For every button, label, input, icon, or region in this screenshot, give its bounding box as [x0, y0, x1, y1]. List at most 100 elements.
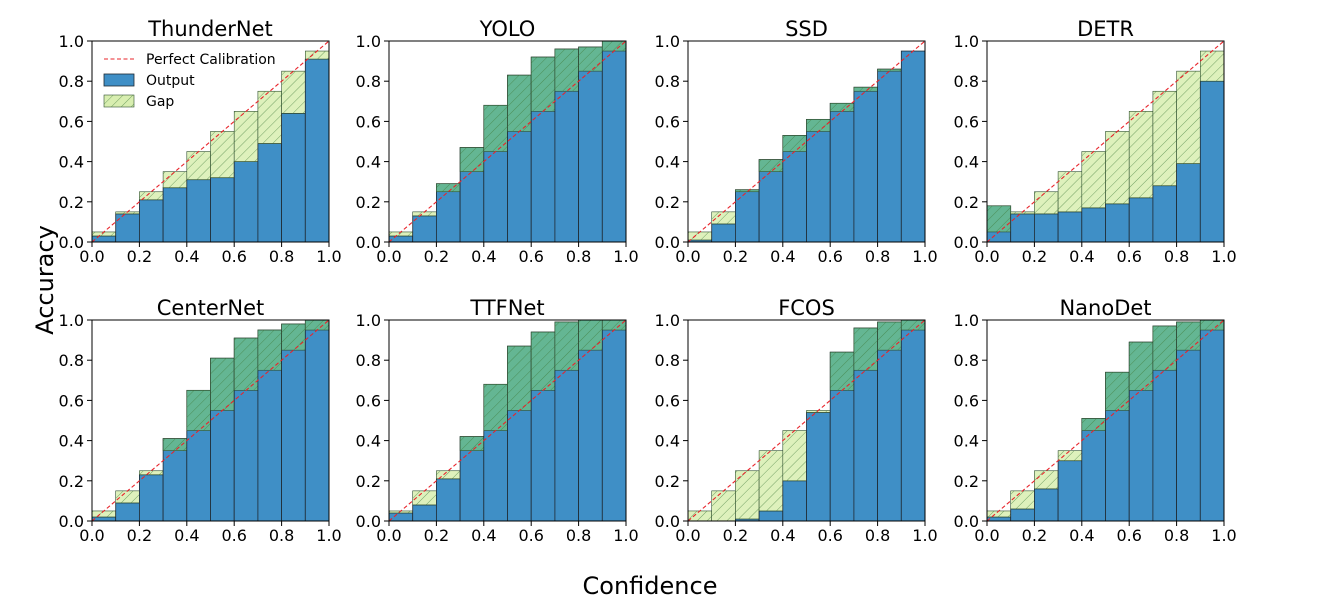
gap-hatch: [1176, 71, 1201, 164]
gap-hatch: [412, 490, 437, 505]
y-tick-label: 0.0: [59, 512, 84, 531]
gap-hatch: [436, 470, 461, 479]
y-tick-label: 0.0: [59, 233, 84, 252]
output-bar: [233, 161, 259, 243]
gap-hatch: [782, 430, 807, 481]
y-tick-label: 0.2: [954, 193, 979, 212]
output-bar: [1081, 207, 1106, 243]
x-tick-label: 0.4: [770, 247, 795, 266]
gap-hatch: [688, 231, 712, 240]
subplot-nanodet: NanoDet 0.0 0.2 0.4 0.6 0.8 1.0 0.0 0.2 0.4 0.6 0.8…: [954, 296, 1237, 545]
y-tick-label: 1.0: [655, 32, 680, 51]
subplot-title: ThunderNet: [147, 17, 273, 41]
output-bar: [186, 179, 211, 243]
gap-hatch: [759, 450, 783, 511]
output-bar: [758, 159, 784, 243]
axes-frame: [91, 319, 330, 522]
gap-hatch: [460, 147, 484, 172]
output-bar: [601, 319, 627, 522]
gap-hatch: [257, 330, 282, 371]
x-tick-label: 0.8: [865, 247, 890, 266]
output-bar: [138, 474, 164, 522]
gap-hatch: [578, 320, 603, 351]
output-bar: [162, 187, 188, 243]
gap-hatch: [735, 189, 760, 192]
legend-label: Output: [146, 73, 195, 89]
gap-hatch: [507, 346, 532, 411]
y-tick-label: 0.4: [59, 432, 84, 451]
y-tick-label: 1.0: [59, 311, 84, 330]
x-tick-label: 0.6: [518, 526, 543, 545]
x-tick-label: 0.6: [518, 247, 543, 266]
gap-hatch: [782, 135, 807, 152]
gap-hatch: [281, 324, 306, 351]
output-bar: [1176, 163, 1201, 243]
y-tick-label: 0.2: [356, 472, 381, 491]
gap-hatch: [735, 470, 760, 519]
x-tick-label: 0.8: [1164, 526, 1189, 545]
output-bar: [853, 86, 879, 243]
gap-hatch: [186, 390, 211, 431]
y-tick-label: 0.8: [655, 72, 680, 91]
gap-hatch: [139, 191, 164, 200]
subplot-title: FCOS: [778, 296, 835, 320]
x-tick-label: 0.0: [376, 526, 401, 545]
gap-hatch: [234, 338, 258, 391]
x-tick-label: 0.2: [424, 247, 449, 266]
x-tick-label: 0.2: [1022, 526, 1047, 545]
output-bar: [900, 50, 926, 243]
gap-hatch: [460, 436, 484, 451]
output-bar: [388, 512, 414, 522]
x-tick-label: 0.4: [471, 526, 496, 545]
subplot-centernet: CenterNet 0.0 0.2 0.4 0.6 0.8 1.0 0.0 0.2 0.4 0.6 0…: [59, 296, 342, 545]
output-bar: [900, 319, 926, 522]
gap-hatch: [412, 211, 437, 216]
gap-hatch: [305, 51, 329, 60]
y-tick-label: 0.8: [356, 351, 381, 370]
x-tick-label: 0.8: [566, 526, 591, 545]
gap-hatch: [1058, 450, 1082, 461]
output-bar: [138, 199, 164, 243]
x-tick-label: 1.0: [316, 247, 341, 266]
output-bar: [1176, 321, 1201, 522]
gap-hatch: [602, 320, 626, 331]
y-tick-label: 0.8: [59, 351, 84, 370]
y-tick-label: 0.8: [954, 351, 979, 370]
gap-hatch: [1010, 490, 1035, 509]
gap-hatch: [483, 384, 508, 431]
x-tick-label: 0.8: [1164, 247, 1189, 266]
y-tick-label: 0.6: [954, 391, 979, 410]
gap-hatch: [163, 171, 187, 188]
gap-hatch: [1105, 372, 1130, 411]
gap-hatch: [830, 103, 854, 112]
gap-hatch: [1152, 91, 1177, 186]
gap-hatch: [1200, 320, 1224, 331]
y-tick-label: 0.4: [954, 432, 979, 451]
y-tick-label: 0.4: [954, 153, 979, 172]
y-tick-label: 0.8: [954, 72, 979, 91]
y-tick-label: 0.6: [59, 391, 84, 410]
x-tick-label: 1.0: [1211, 526, 1236, 545]
y-tick-label: 0.2: [655, 193, 680, 212]
gap-hatch: [554, 49, 579, 92]
gap-hatch: [163, 438, 187, 451]
y-tick-label: 0.8: [655, 351, 680, 370]
x-tick-label: 0.8: [269, 247, 294, 266]
x-tick-label: 0.4: [174, 247, 199, 266]
output-bar: [1034, 488, 1059, 522]
x-tick-label: 0.4: [174, 526, 199, 545]
subplot-title: DETR: [1077, 17, 1134, 41]
y-axis-label: Accuracy: [31, 225, 59, 335]
gap-hatch: [115, 211, 140, 214]
x-tick-label: 0.6: [221, 247, 246, 266]
x-tick-label: 0.6: [1116, 526, 1141, 545]
gap-hatch: [554, 322, 579, 371]
y-tick-label: 1.0: [59, 32, 84, 51]
axes-frame: [388, 40, 627, 243]
output-bar: [1105, 203, 1130, 243]
x-tick-label: 0.6: [817, 526, 842, 545]
output-bar: [210, 177, 235, 243]
y-tick-label: 0.2: [59, 472, 84, 491]
x-tick-label: 0.6: [817, 247, 842, 266]
output-bar: [782, 480, 807, 522]
